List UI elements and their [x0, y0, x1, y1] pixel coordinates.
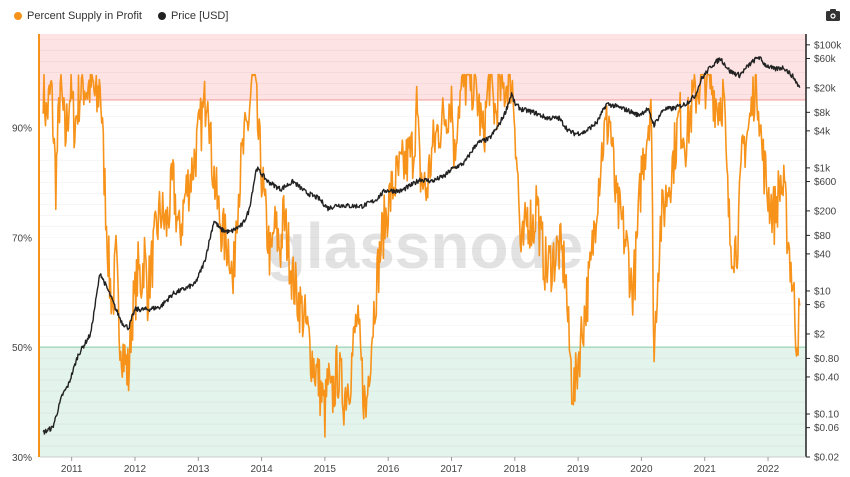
- chart-axes: 30% 50% 70% 90% $100k $60k $20k $8k $4k $1k $600 $2…: [12, 34, 842, 475]
- x-tick-label: 2017: [440, 464, 463, 475]
- y-right-tick-label: $6: [814, 300, 826, 311]
- legend-label-supply: Percent Supply in Profit: [27, 10, 142, 22]
- y-left-tick-label: 30%: [12, 453, 32, 464]
- legend-item-supply[interactable]: Percent Supply in Profit: [14, 10, 142, 22]
- band-lower: [40, 347, 806, 457]
- y-right-tick-label: $8k: [814, 108, 831, 119]
- x-tick-label: 2012: [124, 464, 147, 475]
- y-right-tick-label: $4k: [814, 126, 831, 137]
- y-right-tick-label: $600: [814, 177, 837, 188]
- y-right-tick-label: $20k: [814, 83, 837, 94]
- x-tick-label: 2022: [757, 464, 780, 475]
- legend-dot-supply: [14, 12, 22, 20]
- x-tick-label: 2020: [630, 464, 653, 475]
- series-layer: [42, 56, 801, 438]
- y-right-tick-label: $0.40: [814, 372, 839, 383]
- y-right-tick-label: $2: [814, 329, 826, 340]
- series-line-price: [42, 56, 801, 435]
- legend-dot-price: [157, 12, 166, 20]
- y-right-tick-label: $0.80: [814, 354, 839, 365]
- series-line-supply: [42, 73, 801, 438]
- y-right-tick-label: $0.10: [814, 409, 839, 420]
- y-right-tick-label: $10: [814, 286, 831, 297]
- y-left-tick-label: 70%: [12, 233, 32, 244]
- y-left-tick-label: 90%: [12, 123, 32, 134]
- x-tick-label: 2015: [314, 464, 337, 475]
- x-tick-label: 2016: [377, 464, 400, 475]
- y-right-tick-label: $0.06: [814, 423, 839, 434]
- y-left-tick-label: 50%: [12, 343, 32, 354]
- camera-icon[interactable]: [826, 9, 840, 21]
- x-tick-label: 2018: [504, 464, 527, 475]
- y-right-tick-label: $1k: [814, 163, 831, 174]
- y-right-tick-label: $80: [814, 231, 831, 242]
- y-right-tick-label: $200: [814, 206, 837, 217]
- y-right-tick-label: $0.02: [814, 453, 839, 464]
- y-right-tick-label: $60k: [814, 54, 837, 65]
- band-upper: [40, 34, 806, 100]
- x-tick-label: 2011: [61, 464, 83, 475]
- legend-item-price[interactable]: Price [USD]: [157, 10, 229, 22]
- x-tick-label: 2013: [187, 464, 210, 475]
- legend-label-price: Price [USD]: [170, 10, 229, 22]
- x-tick-label: 2014: [250, 464, 273, 475]
- x-tick-label: 2019: [567, 464, 590, 475]
- y-right-tick-label: $40: [814, 249, 831, 260]
- x-tick-label: 2021: [694, 464, 717, 475]
- y-right-tick-label: $100k: [814, 40, 842, 51]
- legend: Percent Supply in Profit Price [USD]: [14, 10, 228, 22]
- chart-bands: [40, 34, 806, 457]
